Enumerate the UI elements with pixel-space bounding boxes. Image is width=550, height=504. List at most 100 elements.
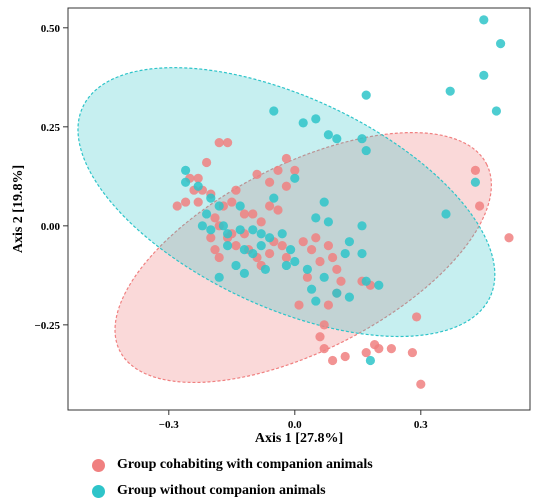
scatter-plot: −0.3 0.0 0.3 −0.25 0.00 0.25 0.50 Axis 1 [27.8… [11, 7, 531, 446]
point-cohabiting-49 [319, 320, 329, 330]
point-without-8 [311, 114, 321, 124]
point-cohabiting-56 [311, 233, 321, 243]
point-cohabiting-30 [206, 233, 216, 243]
point-cohabiting-66 [470, 165, 480, 175]
point-cohabiting-48 [323, 300, 333, 310]
point-cohabiting-32 [214, 252, 224, 263]
point-cohabiting-14 [281, 181, 291, 191]
point-without-18 [193, 181, 203, 191]
point-cohabiting-69 [231, 185, 241, 195]
point-cohabiting-31 [210, 244, 220, 255]
point-cohabiting-39 [281, 252, 291, 263]
point-cohabiting-21 [181, 197, 191, 207]
point-cohabiting-61 [386, 344, 396, 354]
point-cohabiting-8 [227, 197, 237, 207]
point-cohabiting-63 [361, 347, 371, 358]
point-without-59 [281, 260, 291, 271]
point-cohabiting-0 [214, 138, 224, 148]
point-without-32 [277, 229, 287, 239]
point-without-12 [361, 145, 371, 156]
point-without-47 [307, 284, 317, 294]
point-cohabiting-17 [265, 177, 275, 187]
point-without-27 [223, 229, 233, 239]
point-cohabiting-3 [193, 173, 203, 183]
point-without-19 [206, 193, 216, 203]
point-cohabiting-53 [340, 351, 350, 362]
point-without-57 [365, 355, 375, 366]
point-without-44 [290, 256, 300, 267]
point-without-15 [441, 209, 451, 219]
point-without-35 [323, 217, 333, 227]
point-cohabiting-12 [265, 201, 275, 211]
point-without-14 [470, 177, 480, 187]
axis-ticks: −0.3 0.0 0.3 −0.25 0.00 0.25 0.50 [34, 23, 428, 431]
point-cohabiting-45 [332, 264, 342, 274]
point-cohabiting-13 [273, 205, 283, 215]
x-axis-title: Axis 1 [27.8%] [255, 431, 343, 446]
point-cohabiting-38 [277, 241, 287, 251]
point-cohabiting-67 [475, 201, 485, 211]
point-without-13 [319, 197, 329, 207]
point-without-6 [269, 106, 279, 116]
point-cohabiting-1 [223, 138, 233, 148]
point-without-29 [248, 225, 258, 235]
point-without-7 [298, 118, 308, 128]
point-without-28 [235, 225, 245, 235]
point-cohabiting-60 [374, 344, 384, 354]
point-cohabiting-54 [294, 300, 304, 310]
point-without-24 [197, 221, 207, 231]
x-tick-label: −0.3 [159, 419, 180, 431]
point-without-37 [239, 244, 249, 255]
point-without-17 [181, 177, 191, 187]
point-without-40 [231, 260, 241, 271]
point-cohabiting-50 [315, 332, 325, 342]
legend-item-without: Group without companion animals [92, 478, 373, 504]
point-without-55 [361, 276, 371, 286]
point-without-11 [357, 134, 367, 144]
point-cohabiting-44 [328, 252, 338, 263]
point-cohabiting-46 [336, 276, 346, 286]
point-without-56 [374, 280, 384, 290]
point-without-0 [479, 15, 489, 25]
point-without-42 [239, 268, 249, 278]
point-cohabiting-40 [298, 237, 308, 247]
point-cohabiting-52 [328, 355, 338, 366]
plot-frame [67, 7, 531, 411]
point-without-2 [479, 70, 489, 80]
point-cohabiting-51 [319, 344, 329, 354]
point-without-43 [260, 264, 270, 274]
point-without-20 [214, 201, 224, 211]
point-without-58 [290, 173, 300, 183]
point-without-26 [218, 221, 228, 231]
point-without-46 [319, 272, 329, 282]
point-without-16 [181, 165, 191, 175]
confidence-ellipses [77, 67, 496, 384]
legend-label-cohabiting: Group cohabiting with companion animals [117, 457, 373, 472]
point-without-50 [344, 292, 354, 302]
legend-label-without: Group without companion animals [117, 483, 326, 498]
point-without-39 [248, 248, 258, 259]
point-without-53 [357, 248, 367, 259]
point-cohabiting-42 [315, 256, 325, 267]
point-cohabiting-68 [504, 233, 514, 243]
point-cohabiting-64 [407, 347, 417, 358]
x-tick-label: 0.3 [414, 419, 428, 431]
point-cohabiting-18 [252, 169, 262, 179]
point-without-45 [302, 264, 312, 274]
point-without-33 [286, 244, 296, 255]
point-cohabiting-65 [416, 379, 426, 389]
ellipse-cohabiting [114, 131, 492, 384]
point-without-22 [269, 193, 279, 203]
point-cohabiting-24 [210, 213, 220, 223]
point-without-4 [361, 90, 371, 100]
point-cohabiting-43 [323, 241, 333, 251]
point-without-23 [202, 209, 212, 219]
point-without-9 [323, 130, 333, 140]
point-cohabiting-16 [290, 165, 300, 175]
point-cohabiting-55 [302, 272, 312, 282]
point-without-25 [206, 225, 216, 235]
point-without-1 [496, 39, 506, 49]
legend-item-cohabiting: Group cohabiting with companion animals [92, 452, 373, 478]
point-cohabiting-11 [256, 217, 266, 227]
point-cohabiting-20 [172, 201, 182, 211]
